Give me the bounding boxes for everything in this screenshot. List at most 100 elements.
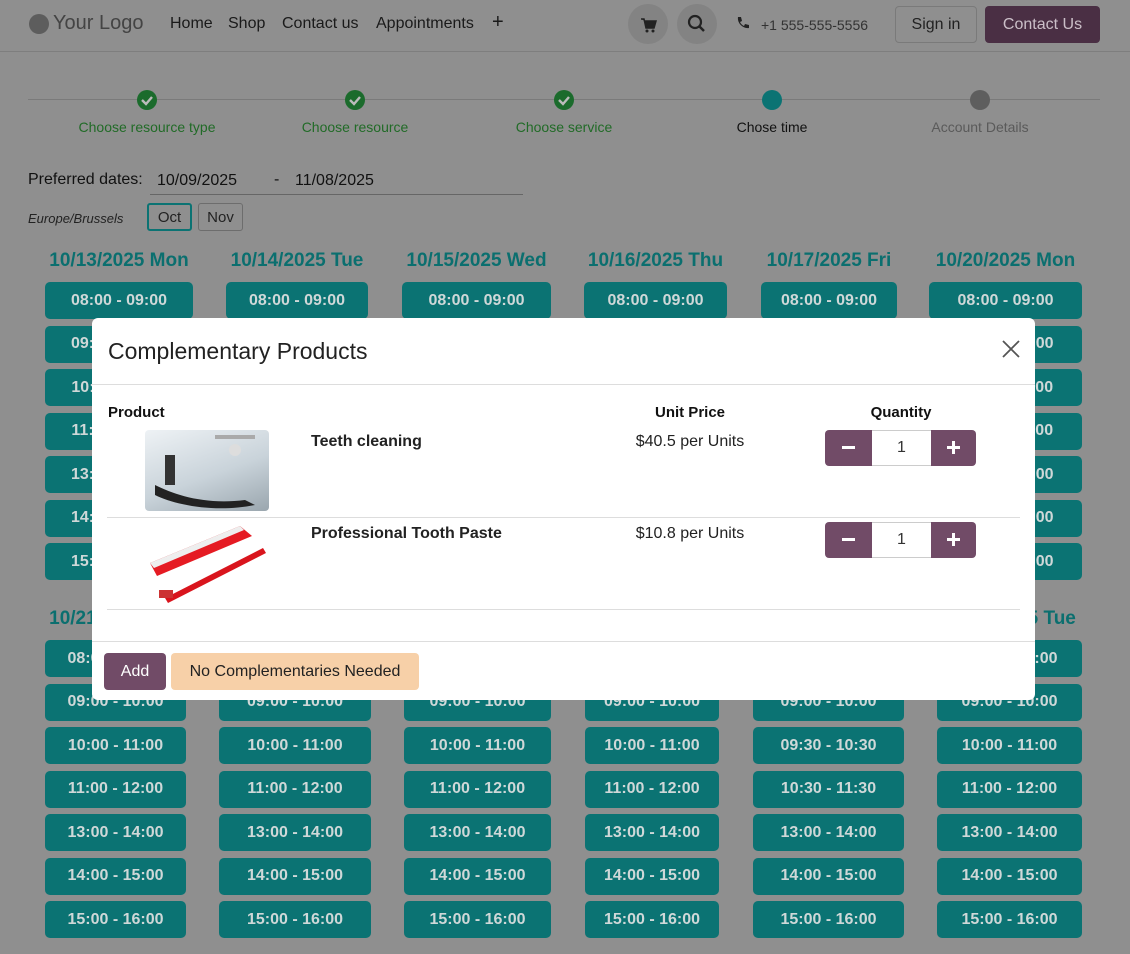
plus-button[interactable] xyxy=(931,522,976,558)
logo-icon xyxy=(29,14,49,34)
col-header: Product xyxy=(108,404,165,421)
time-slot[interactable]: 14:00 - 15:00 xyxy=(585,857,719,895)
day-title: 10/15/2025 Wed xyxy=(406,250,547,271)
time-slot[interactable]: 08:00 - 09:00 xyxy=(584,282,727,319)
toothpaste-art xyxy=(150,526,266,603)
step-dot xyxy=(137,90,157,110)
time-slot[interactable]: 10:00 - 11:00 xyxy=(404,727,551,764)
add-button[interactable]: Add xyxy=(104,653,166,690)
plus-icon xyxy=(947,533,960,546)
time-slot[interactable]: 13:00 - 14:00 xyxy=(404,814,551,851)
check xyxy=(141,96,153,106)
col-header: Unit Price xyxy=(654,404,726,421)
nav-plus: + xyxy=(492,11,504,33)
logo[interactable]: Your Logo xyxy=(53,12,144,34)
time-slot[interactable]: 15:00 - 16:00 xyxy=(937,901,1082,938)
minus-button[interactable] xyxy=(825,430,872,466)
dental-chair-art xyxy=(155,435,255,509)
time-slot[interactable]: 10:30 - 11:30 xyxy=(753,770,904,808)
step-label: Chose time xyxy=(736,119,808,135)
step-label: Account Details xyxy=(931,119,1029,135)
product-image xyxy=(145,518,269,606)
time-slot[interactable]: 09:30 - 10:30 xyxy=(753,727,904,764)
time-slot[interactable]: 15:00 - 16:00 xyxy=(45,901,186,938)
time-slot[interactable]: 13:00 - 14:00 xyxy=(753,814,904,851)
month-button[interactable]: Oct xyxy=(147,203,192,231)
product-image xyxy=(145,430,269,511)
modal: Complementary Products Product Unit Price Q… xyxy=(92,318,1035,700)
phone-icon xyxy=(735,15,751,31)
step-label: Choose service xyxy=(515,119,613,135)
time-slot[interactable]: 13:00 - 14:00 xyxy=(45,814,186,851)
date-to[interactable]: 11/08/2025 xyxy=(295,172,374,189)
time-slot[interactable]: 13:00 - 14:00 xyxy=(585,814,719,851)
time-slot[interactable]: 08:00 - 09:00 xyxy=(929,282,1082,319)
quantity-input[interactable]: 1 xyxy=(872,522,931,558)
minus-button[interactable] xyxy=(825,522,872,558)
day-title: 10/13/2025 Mon xyxy=(49,250,189,271)
time-slot[interactable]: 10:00 - 11:00 xyxy=(937,727,1082,764)
minus-icon xyxy=(842,446,855,449)
time-slot[interactable]: 14:00 - 15:00 xyxy=(404,857,551,895)
nav-link[interactable]: Home xyxy=(170,15,213,32)
close-button[interactable] xyxy=(1000,338,1022,360)
time-slot[interactable]: 15:00 - 16:00 xyxy=(585,901,719,938)
time-slot[interactable]: 15:00 - 16:00 xyxy=(219,901,371,938)
time-slot[interactable]: 08:00 - 09:00 xyxy=(402,282,551,319)
time-slot[interactable]: 08:00 - 09:00 xyxy=(226,282,368,319)
time-slot[interactable]: 08:00 - 09:00 xyxy=(761,282,897,319)
dates-label: Preferred dates: xyxy=(28,171,143,188)
time-slot[interactable]: 10:00 - 11:00 xyxy=(45,727,186,764)
date-underline xyxy=(150,194,523,195)
month-button[interactable]: Nov xyxy=(198,203,243,231)
cart-icon xyxy=(641,18,657,33)
unit-price: $10.8 per Units xyxy=(635,525,745,542)
time-slot[interactable]: 11:00 - 12:00 xyxy=(585,770,719,808)
sign-in[interactable]: Sign in xyxy=(895,6,977,43)
modal-title: Complementary Products xyxy=(108,338,368,364)
navbar xyxy=(0,0,1130,52)
time-slot[interactable]: 11:00 - 12:00 xyxy=(45,770,186,808)
contact-button[interactable]: Contact Us xyxy=(985,6,1100,43)
minus-icon xyxy=(842,538,855,541)
time-slot[interactable]: 14:00 - 15:00 xyxy=(753,857,904,895)
nav-link[interactable]: Appointments xyxy=(376,15,474,32)
plus-icon xyxy=(947,441,960,454)
product-name: Teeth cleaning xyxy=(311,433,422,450)
day-title: 10/17/2025 Fri xyxy=(766,250,892,271)
row-divider xyxy=(107,609,1020,610)
time-slot[interactable]: 10:00 - 11:00 xyxy=(219,727,371,764)
time-slot[interactable]: 15:00 - 16:00 xyxy=(753,901,904,938)
footer-divider xyxy=(92,641,1035,642)
time-slot[interactable]: 13:00 - 14:00 xyxy=(219,814,371,851)
time-slot[interactable]: 15:00 - 16:00 xyxy=(404,901,551,938)
step-dot xyxy=(762,90,782,110)
unit-price: $40.5 per Units xyxy=(635,433,745,450)
nav-link[interactable]: Shop xyxy=(228,15,266,32)
step-dot xyxy=(970,90,990,110)
nav-link[interactable]: Contact us xyxy=(282,15,359,32)
time-slot[interactable]: 14:00 - 15:00 xyxy=(45,857,186,895)
cart-button[interactable] xyxy=(628,4,668,44)
step-dot xyxy=(554,90,574,110)
time-slot[interactable]: 11:00 - 12:00 xyxy=(219,770,371,808)
time-slot[interactable]: 11:00 - 12:00 xyxy=(404,770,551,808)
row-divider xyxy=(107,517,1020,518)
time-slot[interactable]: 13:00 - 14:00 xyxy=(937,814,1082,851)
date-from[interactable]: 10/09/2025 xyxy=(157,172,238,189)
time-slot[interactable]: 08:00 - 09:00 xyxy=(45,282,193,319)
search-button[interactable] xyxy=(677,4,717,44)
phone-glyph xyxy=(737,17,749,29)
quantity-input[interactable]: 1 xyxy=(872,430,931,466)
time-slot[interactable]: 14:00 - 15:00 xyxy=(937,857,1082,895)
close-icon xyxy=(1002,340,1020,358)
time-slot[interactable]: 11:00 - 12:00 xyxy=(937,770,1082,808)
skip-button[interactable]: No Complementaries Needed xyxy=(171,653,419,690)
time-slot[interactable]: 10:00 - 11:00 xyxy=(585,727,719,764)
plus-button[interactable] xyxy=(931,430,976,466)
step-dot xyxy=(345,90,365,110)
time-slot[interactable]: 14:00 - 15:00 xyxy=(219,857,371,895)
col-header: Quantity xyxy=(870,404,932,421)
timezone: Europe/Brussels xyxy=(28,211,124,226)
